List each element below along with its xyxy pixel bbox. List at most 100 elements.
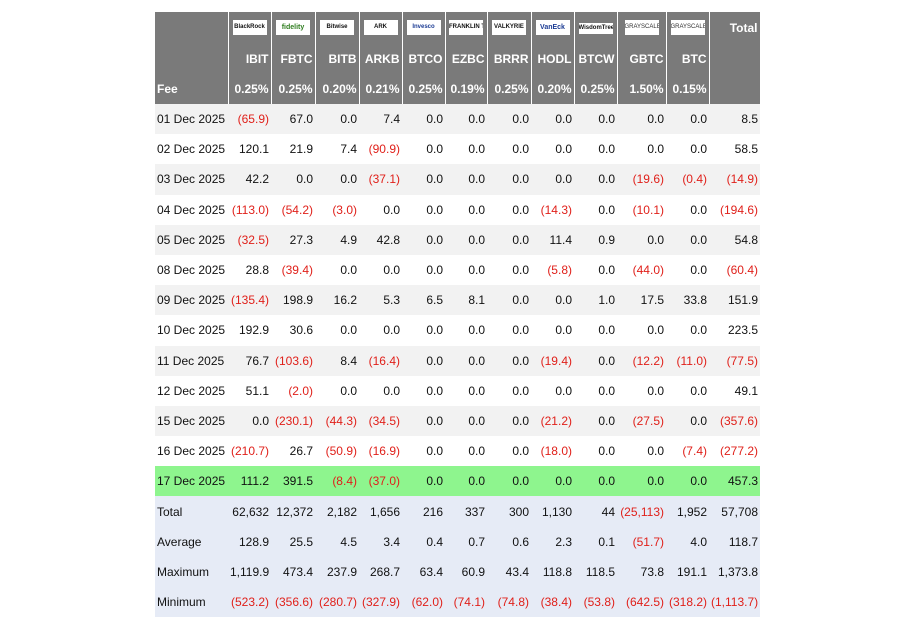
flow-cell: 111.2 bbox=[228, 466, 271, 497]
stats-cell: 63.4 bbox=[402, 556, 445, 587]
flow-cell: 0.0 bbox=[402, 436, 445, 467]
row-total-cell: (77.5) bbox=[709, 345, 760, 376]
flow-cell: 0.0 bbox=[617, 224, 666, 255]
flow-cell: 0.0 bbox=[487, 134, 531, 165]
flow-cell: 0.0 bbox=[574, 315, 617, 346]
stats-cell: 216 bbox=[402, 496, 445, 527]
fee-cell: 0.25% bbox=[402, 74, 446, 104]
row-total-cell: 223.5 bbox=[709, 315, 760, 346]
flow-cell: (44.3) bbox=[315, 405, 359, 437]
flow-cell: 0.0 bbox=[402, 405, 445, 437]
table-row: 10 Dec 2025 192.9 30.6 0.0 0.0 0.0 0.0 0.0 0.0 0.… bbox=[155, 315, 760, 346]
flow-cell: 0.0 bbox=[445, 375, 487, 406]
table-row: 03 Dec 2025 42.2 0.0 0.0 (37.1) 0.0 0.0 0.0 0.0 0… bbox=[155, 164, 760, 195]
flow-cell: 0.0 bbox=[531, 134, 574, 165]
flow-cell: (7.4) bbox=[666, 436, 709, 467]
stats-cell: 337 bbox=[445, 496, 487, 527]
table-row-highlighted: 17 Dec 2025 111.2 391.5 (8.4) (37.0) 0.0 0.0 0.… bbox=[155, 466, 760, 497]
date-cell: 10 Dec 2025 bbox=[155, 315, 228, 346]
flow-cell: 0.0 bbox=[531, 375, 574, 406]
fee-cell: 0.25% bbox=[228, 74, 272, 104]
flow-cell: 0.0 bbox=[315, 104, 359, 135]
flow-cell: 4.9 bbox=[315, 224, 359, 255]
flow-cell: (18.0) bbox=[531, 436, 574, 467]
flow-cell: 0.0 bbox=[315, 254, 359, 286]
flow-cell: 76.7 bbox=[228, 345, 271, 376]
flow-cell: 42.8 bbox=[359, 224, 402, 255]
flow-cell: 16.2 bbox=[315, 285, 359, 316]
flow-cell: 0.0 bbox=[666, 375, 709, 406]
stats-cell: (523.2) bbox=[228, 587, 271, 618]
flow-cell: 0.0 bbox=[666, 224, 709, 255]
flow-cell: 8.1 bbox=[445, 285, 487, 316]
flow-cell: 0.0 bbox=[445, 134, 487, 165]
flow-cell: 0.0 bbox=[487, 315, 531, 346]
table-row: 08 Dec 2025 28.8 (39.4) 0.0 0.0 0.0 0.0 0.0 (5.8… bbox=[155, 254, 760, 286]
row-total-cell: 58.5 bbox=[709, 134, 760, 165]
flow-cell: 0.0 bbox=[617, 436, 666, 467]
issuer-logo-cell: WisdomTree bbox=[574, 12, 618, 43]
ticker-header: GBTC bbox=[617, 43, 667, 74]
flow-cell: (65.9) bbox=[228, 104, 271, 135]
stats-cell: 44 bbox=[574, 496, 617, 527]
ticker-header: IBIT bbox=[228, 43, 272, 74]
flow-cell: 0.0 bbox=[666, 315, 709, 346]
stats-cell: 60.9 bbox=[445, 556, 487, 587]
row-total-cell: 8.5 bbox=[709, 104, 760, 135]
issuer-logo-cell: VanEck bbox=[531, 12, 575, 43]
flow-cell: 0.0 bbox=[574, 134, 617, 165]
stats-cell: (327.9) bbox=[359, 587, 402, 618]
flow-cell: 120.1 bbox=[228, 134, 271, 165]
date-cell: 15 Dec 2025 bbox=[155, 405, 228, 437]
stats-cell: 0.4 bbox=[402, 526, 445, 557]
issuer-logo-cell: Bitwise bbox=[315, 12, 360, 43]
flow-cell: 0.0 bbox=[487, 466, 531, 497]
issuer-logo-cell: GRAYSCALE bbox=[617, 12, 667, 43]
flow-cell: 0.0 bbox=[445, 104, 487, 135]
bitwise-logo-icon: Bitwise bbox=[320, 20, 354, 36]
flow-cell: 0.0 bbox=[574, 375, 617, 406]
row-total-cell: 457.3 bbox=[709, 466, 760, 497]
flow-cell: 0.0 bbox=[666, 405, 709, 437]
stats-cell: 191.1 bbox=[666, 556, 709, 587]
flow-cell: 0.0 bbox=[574, 104, 617, 135]
stats-cell: 118.8 bbox=[531, 556, 574, 587]
flow-cell: 0.0 bbox=[487, 285, 531, 316]
flow-cell: (27.5) bbox=[617, 405, 666, 437]
flow-cell: 0.9 bbox=[574, 224, 617, 255]
flow-cell: (3.0) bbox=[315, 194, 359, 225]
table-row: 16 Dec 2025 (210.7) 26.7 (50.9) (16.9) 0.0 0.0… bbox=[155, 436, 760, 467]
flow-cell: 0.0 bbox=[359, 254, 402, 286]
flow-cell: 17.5 bbox=[617, 285, 666, 316]
row-total-cell: 54.8 bbox=[709, 224, 760, 255]
stats-label: Total bbox=[155, 496, 228, 527]
flow-cell: 391.5 bbox=[271, 466, 315, 497]
flow-cell: 0.0 bbox=[531, 315, 574, 346]
header-blank-cell bbox=[709, 43, 761, 74]
flow-cell: 0.0 bbox=[617, 315, 666, 346]
stats-cell: 62,632 bbox=[228, 496, 271, 527]
flow-cell: 27.3 bbox=[271, 224, 315, 255]
date-cell: 08 Dec 2025 bbox=[155, 254, 228, 286]
row-total-cell: (357.6) bbox=[709, 405, 760, 437]
issuer-logo-cell: BlackRock bbox=[228, 12, 272, 43]
stats-cell: (53.8) bbox=[574, 587, 617, 618]
fee-cell: 0.19% bbox=[445, 74, 488, 104]
table-row: 09 Dec 2025 (135.4) 198.9 16.2 5.3 6.5 8.1 0.0 0… bbox=[155, 285, 760, 316]
row-total-cell: (14.9) bbox=[709, 164, 760, 195]
header-blank-cell bbox=[155, 43, 229, 74]
header-blank-cell bbox=[709, 74, 761, 104]
blackrock-logo-icon: BlackRock bbox=[232, 20, 267, 36]
date-cell: 17 Dec 2025 bbox=[155, 466, 228, 497]
stats-cell: 0.6 bbox=[487, 526, 531, 557]
stats-cell: 1,656 bbox=[359, 496, 402, 527]
ticker-header: FBTC bbox=[271, 43, 316, 74]
stats-cell: 118.5 bbox=[574, 556, 617, 587]
flow-cell: 0.0 bbox=[445, 224, 487, 255]
flow-cell: 0.0 bbox=[359, 194, 402, 225]
flow-cell: 0.0 bbox=[445, 466, 487, 497]
flow-cell: 0.0 bbox=[487, 164, 531, 195]
stats-cell: 2.3 bbox=[531, 526, 574, 557]
flow-cell: (210.7) bbox=[228, 436, 271, 467]
flow-cell: 0.0 bbox=[487, 254, 531, 286]
